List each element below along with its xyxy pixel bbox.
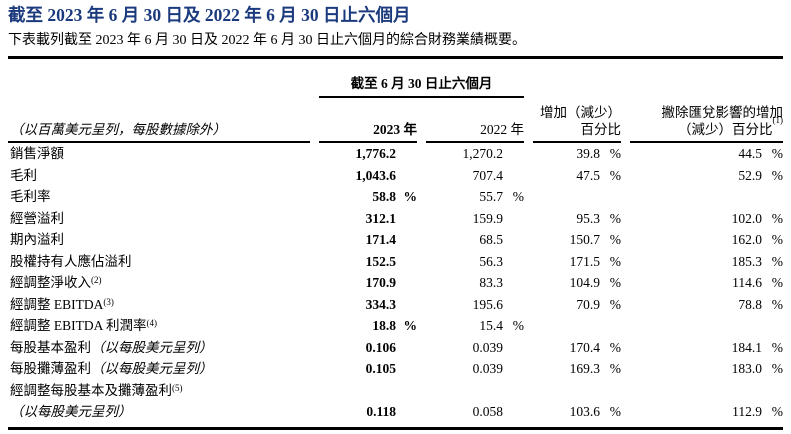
value-fx-change-pct: 78.8% (738, 296, 783, 312)
row-label: 股權持有人應佔溢利 (10, 253, 132, 269)
change-pct-line1: 增加（減少） (540, 105, 621, 120)
value-fx-change-pct: 52.9% (738, 167, 783, 183)
row-label: 每股基本盈利（以每股美元呈列） (10, 339, 213, 355)
value-change-pct: 170.4% (569, 339, 621, 355)
value-2023: 0.118 (366, 404, 396, 419)
row-label: 每股攤薄盈利（以每股美元呈列） (10, 361, 213, 376)
table-row: 期內溢利 171.4 68.5 150.7% 162.0% (8, 229, 783, 251)
value-2022: 56.3 (479, 253, 503, 269)
column-header-fx-change-pct: 撇除匯兌影響的增加 （減少）百分比(1) (630, 104, 783, 143)
value-2022: 0.039 (472, 339, 503, 355)
value-change-pct: 70.9% (576, 296, 621, 312)
fx-change-line2: （減少）百分比(1) (678, 115, 783, 138)
table-row: 毛利率 58.8% 55.7% (8, 186, 783, 208)
value-2023: 152.5 (365, 253, 396, 269)
table-row: 股權持有人應佔溢利 152.5 56.3 171.5% 185.3% (8, 251, 783, 273)
value-fx-change-pct: 44.5% (738, 146, 783, 161)
value-2023: 170.9 (365, 275, 396, 290)
table-row: 經調整 EBITDA(3) 334.3 195.6 70.9% 78.8% (8, 294, 783, 316)
span-header-six-months: 截至 6 月 30 日止六個月 (319, 75, 524, 98)
table-row: 經調整每股基本及攤薄盈利(5) （以每股美元呈列） 0.118 0.058 103.6%… (8, 380, 783, 423)
value-change-pct: 104.9% (569, 275, 621, 290)
row-label: 經調整 EBITDA(3) (10, 296, 114, 312)
row-label: 毛利率 (10, 189, 51, 204)
value-2022: 68.5 (479, 232, 503, 247)
value-2023: 1,043.6 (355, 167, 397, 183)
row-label: 銷售淨額 (10, 146, 64, 161)
value-change-pct: 103.6% (569, 404, 621, 419)
footnote-sup: (2) (91, 275, 102, 285)
column-header-change-pct: 增加（減少） 百分比 (533, 104, 621, 143)
row-label: 毛利 (10, 167, 37, 183)
value-change-pct: 150.7% (569, 232, 621, 247)
value-2023: 0.105 (365, 361, 396, 376)
value-2023: 18.8% (372, 318, 417, 333)
value-2022: 0.058 (472, 404, 503, 419)
table-header-row: （以百萬美元呈列，每股數據除外） 2023 年 2022 年 增加（減少） 百分… (8, 104, 783, 143)
table-row: 經營溢利 312.1 159.9 95.3% 102.0% (8, 208, 783, 230)
value-change-pct: 39.8% (576, 146, 621, 161)
value-2022: 83.3 (479, 275, 503, 290)
table-row: 經調整 EBITDA 利潤率(4) 18.8% 15.4% (8, 315, 783, 337)
value-change-pct: 95.3% (576, 210, 621, 226)
value-2023: 58.8% (372, 189, 417, 204)
footnote-sup: (3) (103, 296, 114, 307)
value-fx-change-pct: 184.1% (731, 339, 783, 355)
row-label: 經調整每股基本及攤薄盈利(5) （以每股美元呈列） (10, 382, 183, 420)
table-row: 經調整淨收入(2) 170.9 83.3 104.9% 114.6% (8, 272, 783, 294)
value-2023: 171.4 (365, 232, 396, 247)
value-fx-change-pct: 183.0% (731, 361, 783, 376)
value-change-pct: 171.5% (569, 253, 621, 269)
value-fx-change-pct: 185.3% (731, 253, 783, 269)
value-change-pct: 169.3% (569, 361, 621, 376)
value-2022: 707.4 (472, 167, 503, 183)
value-2022: 55.7% (479, 189, 524, 204)
value-2022: 195.6 (472, 296, 503, 312)
footnote-sup: (4) (146, 318, 158, 328)
value-fx-change-pct: 114.6% (732, 275, 783, 290)
table-row: 銷售淨額 1,776.2 1,270.2 39.8% 44.5% (8, 143, 783, 165)
value-2023: 0.106 (365, 339, 396, 355)
value-2022: 0.039 (472, 361, 503, 376)
value-2023: 1,776.2 (355, 146, 397, 161)
change-pct-line2: 百分比 (580, 122, 622, 137)
value-2022: 159.9 (472, 210, 503, 226)
value-2022: 1,270.2 (462, 146, 504, 161)
column-header-2023: 2023 年 (319, 121, 417, 143)
value-fx-change-pct: 102.0% (731, 210, 783, 226)
column-header-2022: 2022 年 (426, 121, 524, 143)
page-subtitle: 下表載列截至 2023 年 6 月 30 日及 2022 年 6 月 30 日止… (8, 33, 526, 48)
table-row: 毛利 1,043.6 707.4 47.5% 52.9% (8, 165, 783, 187)
page-title: 截至 2023 年 6 月 30 日及 2022 年 6 月 30 日止六個月 (8, 5, 411, 25)
footnote-1-sup: (1) (772, 115, 784, 125)
fx-change-line1: 撇除匯兌影響的增加 (661, 105, 784, 120)
table-span-header-row: 截至 6 月 30 日止六個月 (8, 75, 783, 98)
unit-note-text: （以百萬美元呈列，每股數據除外） (10, 122, 226, 137)
row-label: 經調整 EBITDA 利潤率(4) (10, 318, 158, 333)
value-fx-change-pct: 162.0% (731, 232, 783, 247)
row-label: 期內溢利 (10, 232, 64, 247)
table-body: 銷售淨額 1,776.2 1,270.2 39.8% 44.5% 毛利 1,043.6 707… (8, 143, 783, 423)
row-label: 經調整淨收入(2) (10, 275, 102, 290)
value-2023: 334.3 (365, 296, 396, 312)
column-header-unit-note: （以百萬美元呈列，每股數據除外） (8, 121, 310, 143)
table-row: 每股基本盈利（以每股美元呈列） 0.106 0.039 170.4% 184.1% (8, 337, 783, 359)
value-fx-change-pct: 112.9% (732, 404, 783, 419)
financial-summary-table: 截至 6 月 30 日止六個月 （以百萬美元呈列，每股數據除外） 2023 年 … (8, 56, 783, 430)
footnote-sup: (5) (172, 382, 183, 393)
value-2023: 312.1 (365, 210, 396, 226)
table-row: 每股攤薄盈利（以每股美元呈列） 0.105 0.039 169.3% 183.0% (8, 358, 783, 380)
value-2022: 15.4% (479, 318, 524, 333)
value-change-pct: 47.5% (576, 167, 621, 183)
row-label: 經營溢利 (10, 210, 64, 226)
